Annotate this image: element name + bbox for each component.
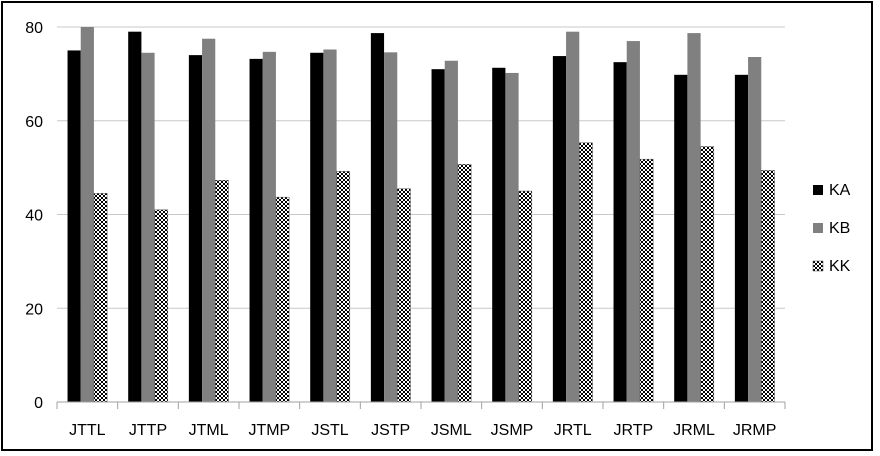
bar-jrml-kb [687,33,701,402]
bar-jsml-kk [457,164,472,403]
x-tick-label: JSML [431,422,472,439]
x-tick-label: JTTL [69,422,106,439]
bar-jstp-ka [370,33,385,402]
bar-jrtl-kk [579,142,593,403]
bar-jtml-kk [215,180,229,403]
bar-jrmp-kb [748,57,762,402]
y-tick-label: 0 [34,395,43,412]
legend-swatch-kk [812,260,824,272]
x-axis: JTTL JTTP JTML JTMP JSTL JSTP JSML JSMP JRTL JRTP… [56,401,786,439]
bar-jsml-kb [444,60,458,402]
bar-jstl-kb [323,49,337,402]
chart-frame: 0 20 40 60 80 JTTL JTTP JTML JTMP JSTL JSTP JSML JS… [1,1,873,451]
x-tick-label: JRML [673,422,715,439]
bar-jtmp-ka [249,58,263,402]
bar-jttl-ka [67,50,81,402]
bar-jrtp-ka [613,62,627,402]
bar-chart: 0 20 40 60 80 JTTL JTTP JTML JTMP JSTL JSTP JSML JS… [25,20,851,439]
bar-jrml-kk [700,146,715,403]
bar-jstl-kk [336,171,351,403]
x-tick-label: JSTL [311,422,348,439]
bar-jsmp-kb [505,72,519,402]
y-tick-label: 20 [25,301,43,318]
bar-jrtl-kb [566,31,580,402]
y-tick-label: 80 [25,20,43,37]
bar-jsml-ka [431,69,445,402]
y-tick-label: 60 [25,114,43,131]
bar-jttp-ka [128,31,142,402]
bar-jsmp-kk [518,190,533,403]
legend-swatch-ka [813,185,823,195]
x-tick-label: JTTP [129,422,167,439]
bar-jtml-kb [202,38,216,402]
bar-jstl-ka [310,52,324,402]
bar-jttl-kk [93,193,108,403]
bar-jtml-ka [188,55,203,402]
x-tick-label: JTMP [248,422,290,439]
x-tick-label: JRTP [613,422,653,439]
legend-label-kb: KB [829,220,850,237]
bar-jrtp-kk [639,158,654,403]
bar-jrtp-kb [626,41,640,402]
y-tick-label: 40 [25,208,43,225]
x-tick-label: JSMP [491,422,534,439]
x-tick-label: JRMP [733,422,777,439]
legend-label-ka: KA [829,182,851,199]
x-tick-label: JTML [189,422,229,439]
bar-jttp-kk [154,209,169,403]
bar-jstp-kb [384,52,398,402]
legend-label-kk: KK [829,258,851,275]
bar-jtmp-kb [262,51,276,402]
bars [67,27,775,403]
bar-jrmp-kk [761,170,775,403]
bar-jrtl-ka [552,56,567,402]
bar-jsmp-ka [492,67,506,402]
x-tick-label: JRTL [554,422,592,439]
bar-jrml-ka [674,74,688,402]
legend-swatch-kb [813,223,823,233]
bar-jrmp-ka [734,74,749,402]
bar-jttl-kb [80,27,94,402]
y-axis: 0 20 40 60 80 [25,20,43,412]
x-tick-label: JSTP [371,422,410,439]
legend: KA KB KK [812,182,851,275]
bar-jttp-kb [141,52,155,402]
bar-jtmp-kk [275,196,290,403]
bar-jstp-kk [397,188,411,403]
